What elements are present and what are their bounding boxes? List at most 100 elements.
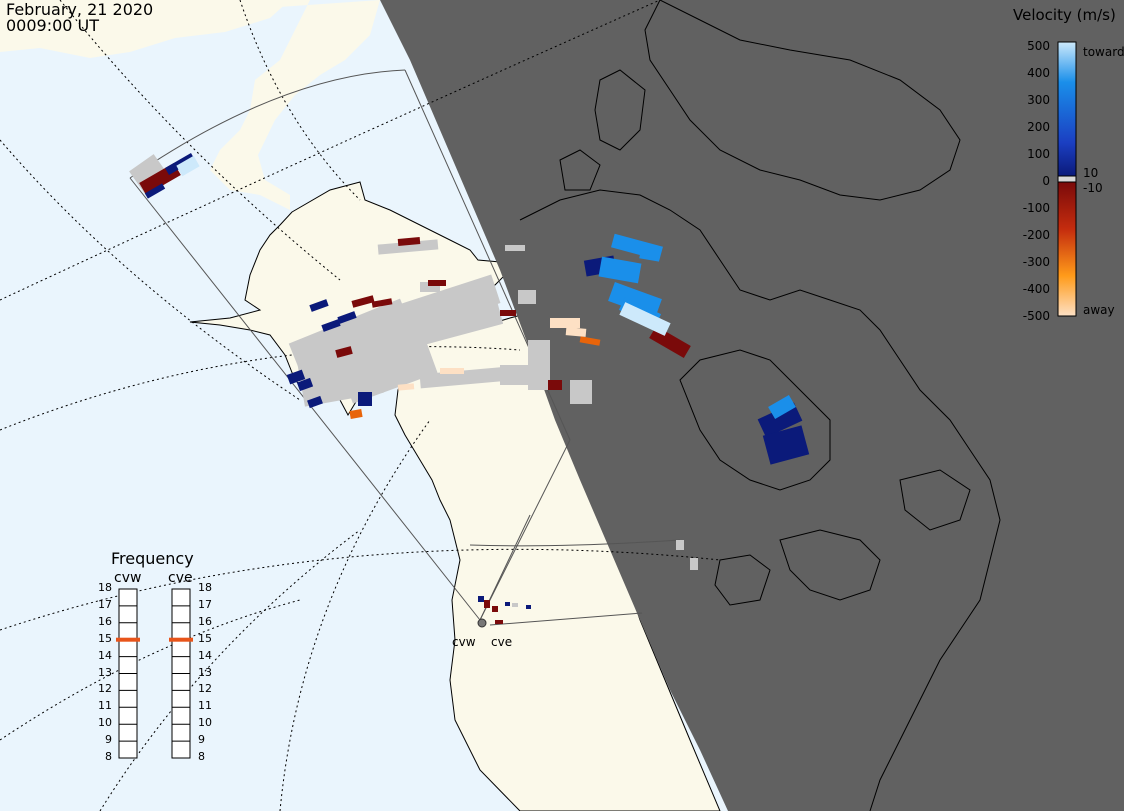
frequency-level-label: 13 — [98, 665, 112, 679]
frequency-level-label: 11 — [198, 699, 212, 713]
tick-minus-10: -10 — [1083, 181, 1103, 195]
scatter-cell — [296, 377, 314, 392]
scatter-cell — [309, 299, 329, 312]
scatter-cell — [351, 295, 375, 308]
velocity-tick: -500 — [1022, 309, 1050, 323]
velocity-tick: 0 — [1042, 174, 1050, 188]
frequency-level-label: 10 — [98, 716, 112, 730]
scatter-cell — [371, 298, 393, 308]
scatter-cell — [690, 558, 698, 570]
scatter-cell — [495, 620, 503, 624]
velocity-tick: -300 — [1022, 255, 1050, 269]
radar-site-marker — [477, 618, 487, 628]
scatter-cell — [550, 318, 580, 328]
velocity-tick: -200 — [1022, 228, 1050, 242]
frequency-level-label: 13 — [198, 665, 212, 679]
frequency-title: Frequency — [111, 549, 194, 568]
frequency-radar-cvw: cvw — [114, 570, 142, 586]
frequency-level-label: 14 — [198, 648, 212, 662]
velocity-legend-title: Velocity (m/s) — [1013, 6, 1116, 24]
frequency-level-label: 8 — [198, 750, 205, 763]
scatter-cell — [512, 603, 518, 607]
scatter-cell — [762, 425, 810, 465]
frequency-level-label: 8 — [105, 750, 112, 763]
frequency-bars — [116, 588, 193, 759]
night-coastlines — [519, 0, 1001, 811]
scatter-cell — [286, 369, 306, 385]
frequency-level-label: 10 — [198, 716, 212, 730]
frequency-level-label: 15 — [198, 631, 212, 645]
frequency-level-label: 18 — [98, 581, 112, 594]
away-label: away — [1083, 303, 1115, 317]
velocity-tick: 500 — [1027, 39, 1050, 53]
frequency-level-label: 15 — [98, 631, 112, 645]
scatter-cell — [335, 346, 353, 358]
radar-fov-outlines — [129, 69, 681, 626]
scatter-cell — [526, 605, 531, 609]
time-label: 0009:00 UT — [6, 16, 100, 35]
scatter-cell — [548, 380, 562, 390]
scatter-cell — [397, 383, 415, 391]
scatter-cell — [337, 311, 357, 324]
scatter-cell — [144, 183, 166, 199]
colorbar-zero — [1057, 175, 1077, 183]
scatter-cell — [397, 237, 421, 246]
velocity-tick: -400 — [1022, 282, 1050, 296]
toward-label: toward — [1083, 45, 1124, 59]
scatter-cell — [598, 256, 642, 284]
scatter-cell — [757, 402, 803, 438]
scatter-cell — [500, 310, 516, 316]
frequency-radar-cve: cve — [168, 570, 193, 586]
scatter-cell — [376, 285, 504, 355]
velocity-tick: 400 — [1027, 66, 1050, 80]
graticule — [0, 0, 721, 811]
scatter-cell — [492, 606, 498, 612]
scatter-cell — [505, 245, 525, 251]
scatter-cell — [358, 392, 372, 406]
tick-plus-10: 10 — [1083, 166, 1099, 180]
frequency-level-label: 16 — [198, 614, 212, 628]
date-label: February, 21 2020 — [6, 0, 154, 19]
velocity-tick: 200 — [1027, 120, 1050, 134]
velocity-tick: 100 — [1027, 147, 1050, 161]
scatter-cells — [129, 153, 810, 624]
frequency-level-label: 11 — [98, 699, 112, 713]
frequency-level-label: 17 — [98, 597, 112, 611]
frequency-level-label: 9 — [198, 733, 205, 747]
frequency-level-label: 16 — [98, 614, 112, 628]
scatter-cell — [528, 340, 550, 390]
colorbar-away — [1057, 181, 1077, 317]
scatter-cell — [478, 596, 484, 602]
frequency-level-label: 12 — [198, 682, 212, 696]
scatter-cell — [570, 380, 592, 404]
scatter-cell — [321, 319, 341, 332]
scatter-cell — [484, 600, 490, 608]
frequency-level-label: 18 — [198, 581, 212, 594]
frequency-marker-cve — [169, 637, 193, 642]
frequency-level-label: 12 — [98, 682, 112, 696]
scatter-cell — [518, 290, 536, 304]
velocity-tick: 300 — [1027, 93, 1050, 107]
scatter-cell — [440, 368, 464, 374]
scatter-cell — [428, 280, 446, 286]
scatter-cell — [419, 365, 521, 389]
scatter-cell — [565, 327, 587, 337]
scatter-cell — [579, 336, 601, 346]
velocity-tick: -100 — [1022, 201, 1050, 215]
radar-label-cvw: cvw — [452, 635, 476, 649]
scatter-cell — [420, 282, 440, 292]
frequency-level-label: 9 — [105, 733, 112, 747]
scatter-cell — [349, 409, 363, 419]
scatter-cell — [619, 302, 671, 336]
frequency-level-label: 14 — [98, 648, 112, 662]
frequency-level-label: 17 — [198, 597, 212, 611]
scatter-cell — [307, 395, 323, 409]
scatter-cell — [676, 540, 684, 550]
scatter-cell — [649, 325, 691, 359]
colorbar-toward — [1057, 41, 1077, 177]
frequency-marker-cvw — [116, 637, 140, 642]
scatter-cell — [639, 248, 661, 262]
radar-label-cve: cve — [491, 635, 513, 649]
